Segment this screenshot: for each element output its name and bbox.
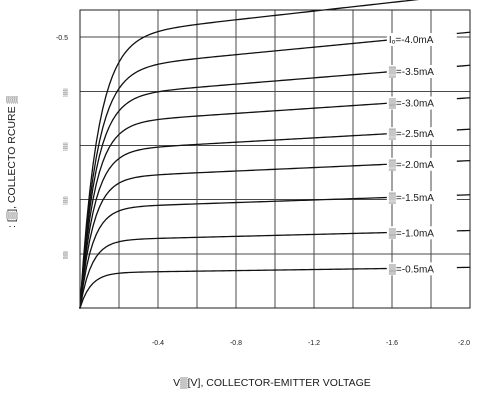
- series-curve-0: [79, 0, 420, 309]
- series-label-3: ▒=-3.0mA: [389, 98, 434, 110]
- series-label-background-6: [386, 191, 457, 205]
- x-tick-label-0: -0.4: [152, 340, 164, 347]
- series-label-background-4: [386, 127, 457, 141]
- series-label-6: ▒=-1.5mA: [389, 192, 434, 204]
- series-label-7: ▒=-1.0mA: [389, 227, 434, 239]
- series-label-2: ▒=-3.5mA: [389, 66, 434, 78]
- x-tick-label-2: -1.2: [308, 340, 320, 347]
- x-tick-label-1: -0.8: [230, 340, 242, 347]
- y-tick-label-2: ▒: [63, 142, 68, 150]
- y-tick-labels: -0.5 ▒ ▒ ▒ ▒: [56, 35, 68, 259]
- y-axis-title: : [▒], COLLECTO RCURE ▒: [6, 95, 18, 228]
- series-labels: Iₒ=-4.0mA ▒=-3.5mA ▒=-3.0mA ▒=-2.5mA ▒=-2.0m…: [386, 33, 457, 276]
- series-label-background-2: [386, 65, 457, 79]
- series-label-background-1: [386, 33, 457, 47]
- series-label-1: Iₒ=-4.0mA: [389, 35, 434, 46]
- series-label-background-8: [386, 262, 457, 276]
- y-tick-label-3: ▒: [63, 197, 68, 205]
- series-label-4: ▒=-2.5mA: [389, 128, 434, 140]
- x-axis-title: V▒[V], COLLECTOR-EMITTER VOLTAGE: [173, 377, 371, 389]
- series-label-background-5: [386, 157, 457, 171]
- series-label-8: ▒=-0.5mA: [389, 263, 434, 275]
- series-label-background-3: [386, 96, 457, 110]
- y-tick-label-0: -0.5: [56, 35, 68, 42]
- y-tick-label-4: ▒: [63, 251, 68, 259]
- plot-frame: [79, 9, 471, 309]
- y-tick-label-1: ▒: [63, 88, 68, 96]
- x-tick-label-4: -2.0: [458, 340, 470, 347]
- series-label-5: ▒=-2.0mA: [389, 159, 434, 171]
- series-label-background-7: [386, 226, 457, 240]
- x-tick-labels: -0.4 -0.8 -1.2 -1.6 -2.0: [152, 340, 470, 347]
- x-tick-label-3: -1.6: [386, 340, 398, 347]
